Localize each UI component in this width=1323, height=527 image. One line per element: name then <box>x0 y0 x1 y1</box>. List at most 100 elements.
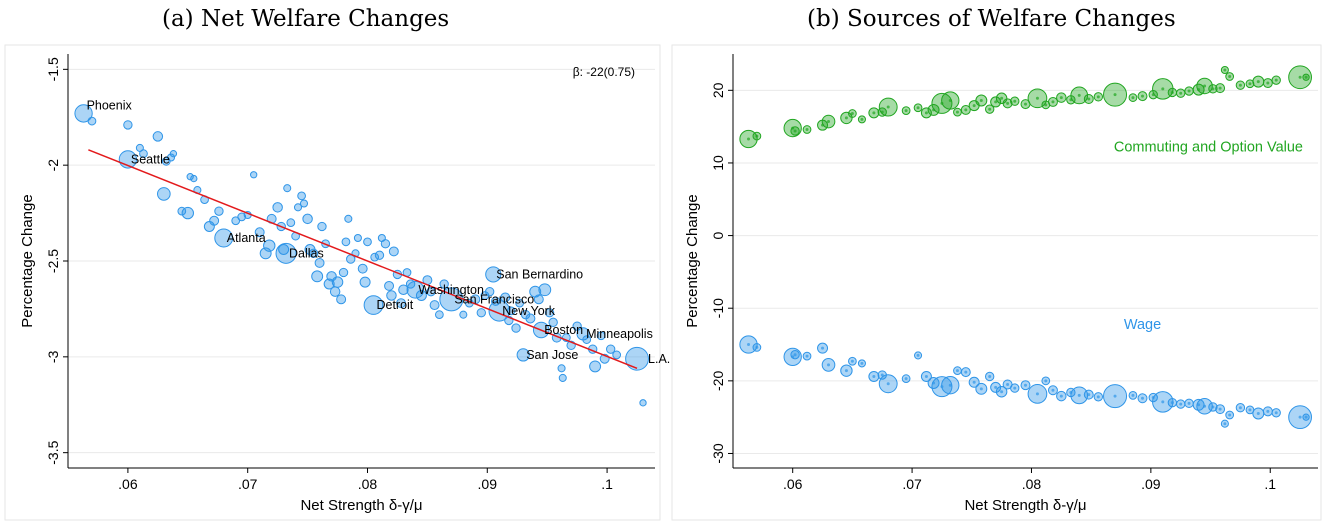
data-point <box>357 263 368 274</box>
data-point <box>152 131 164 142</box>
data-point-center <box>1197 403 1201 407</box>
data-point <box>278 244 290 255</box>
data-point <box>377 233 386 243</box>
data-point-center <box>916 106 920 110</box>
data-point <box>476 308 486 318</box>
data-point <box>311 270 324 283</box>
data-point-center <box>955 110 959 114</box>
data-point <box>625 346 649 371</box>
y-tick-label: -3 <box>45 350 61 363</box>
data-point-center <box>821 123 825 127</box>
data-point-center <box>1197 88 1201 92</box>
data-point <box>558 373 567 382</box>
y-axis-label: Percentage Change <box>19 194 36 327</box>
data-point <box>314 257 325 268</box>
data-point-center <box>1256 412 1260 416</box>
x-tick-label: .06 <box>783 476 803 492</box>
data-point-center <box>1151 93 1155 97</box>
data-point <box>326 271 337 282</box>
data-point <box>374 250 385 260</box>
data-point-center <box>994 100 998 104</box>
data-point-center <box>932 381 936 385</box>
data-point <box>511 323 521 333</box>
data-point-center <box>1000 390 1004 394</box>
city-label: Minneapolis <box>586 327 653 341</box>
data-point <box>538 283 552 297</box>
y-tick-label: -1.5 <box>45 57 61 81</box>
data-point-center <box>1266 81 1270 85</box>
x-tick-label: .08 <box>1022 476 1042 492</box>
data-point <box>439 279 449 289</box>
city-label: Atlanta <box>227 231 266 245</box>
data-point-center <box>1044 103 1048 107</box>
data-point-center <box>1141 396 1144 400</box>
data-point-center <box>1187 89 1191 93</box>
data-point <box>302 213 313 225</box>
data-point-center <box>1024 102 1027 106</box>
data-point-center <box>880 373 884 377</box>
series-label: Wage <box>1124 317 1161 333</box>
data-point <box>605 344 616 354</box>
data-point <box>190 174 198 183</box>
data-point-center <box>850 359 854 363</box>
x-axis-label: Net Strength δ-γ/μ <box>300 497 422 514</box>
data-point-center <box>964 108 968 112</box>
city-label: Washington <box>418 283 484 297</box>
data-point-center <box>924 374 928 378</box>
city-label: L.A. <box>648 352 670 366</box>
data-point-center <box>860 361 864 365</box>
data-point <box>272 202 283 213</box>
data-point <box>259 247 272 260</box>
data-point <box>283 184 292 193</box>
x-tick-label: .07 <box>902 476 922 492</box>
panel-frame <box>671 44 1322 521</box>
data-point-center <box>1059 96 1063 100</box>
data-point <box>612 350 622 360</box>
x-tick-label: .1 <box>1264 476 1276 492</box>
data-point-center <box>1096 395 1100 399</box>
data-point-center <box>1228 75 1232 79</box>
data-point-center <box>1059 394 1063 398</box>
data-point <box>169 150 178 158</box>
data-point-center <box>793 129 797 133</box>
data-point-center <box>1024 383 1027 387</box>
data-point <box>480 291 490 300</box>
data-point-center <box>1298 415 1302 419</box>
data-point-center <box>1035 392 1039 396</box>
data-point <box>231 216 241 226</box>
data-point <box>639 399 647 407</box>
y-tick-label: -2.5 <box>45 249 61 273</box>
panel-b-sources: .06 .07 .08 .09 .1 20 10 0 -10 -20 -30 Net Strength… <box>671 44 1322 521</box>
data-point <box>398 284 409 295</box>
data-point-center <box>1187 401 1191 405</box>
y-tick-label: -2 <box>45 159 61 172</box>
data-point-center <box>805 354 809 358</box>
data-point <box>336 294 347 305</box>
data-point <box>548 317 558 328</box>
y-tick-label: 20 <box>710 82 726 98</box>
data-point-center <box>1223 422 1227 426</box>
data-point-center <box>1006 101 1010 105</box>
x-tick-label: .06 <box>118 476 138 492</box>
data-point <box>363 295 384 315</box>
data-point <box>341 237 351 247</box>
data-point <box>459 310 468 319</box>
data-point-center <box>755 134 759 138</box>
data-point-center <box>1266 409 1270 413</box>
data-point-center <box>1161 87 1165 91</box>
x-tick-label: .08 <box>358 476 378 492</box>
data-point-center <box>1044 379 1048 383</box>
data-point <box>250 171 258 179</box>
y-tick-label: -20 <box>710 371 726 391</box>
data-point <box>181 206 194 220</box>
data-point-center <box>860 117 864 121</box>
data-point-center <box>1248 82 1252 86</box>
data-point-center <box>747 137 751 141</box>
data-point-center <box>755 345 759 349</box>
data-point-center <box>972 380 976 384</box>
data-point-center <box>1304 75 1308 79</box>
data-point-center <box>1151 396 1155 400</box>
data-point <box>384 280 395 291</box>
city-label: San Bernardino <box>496 267 583 281</box>
